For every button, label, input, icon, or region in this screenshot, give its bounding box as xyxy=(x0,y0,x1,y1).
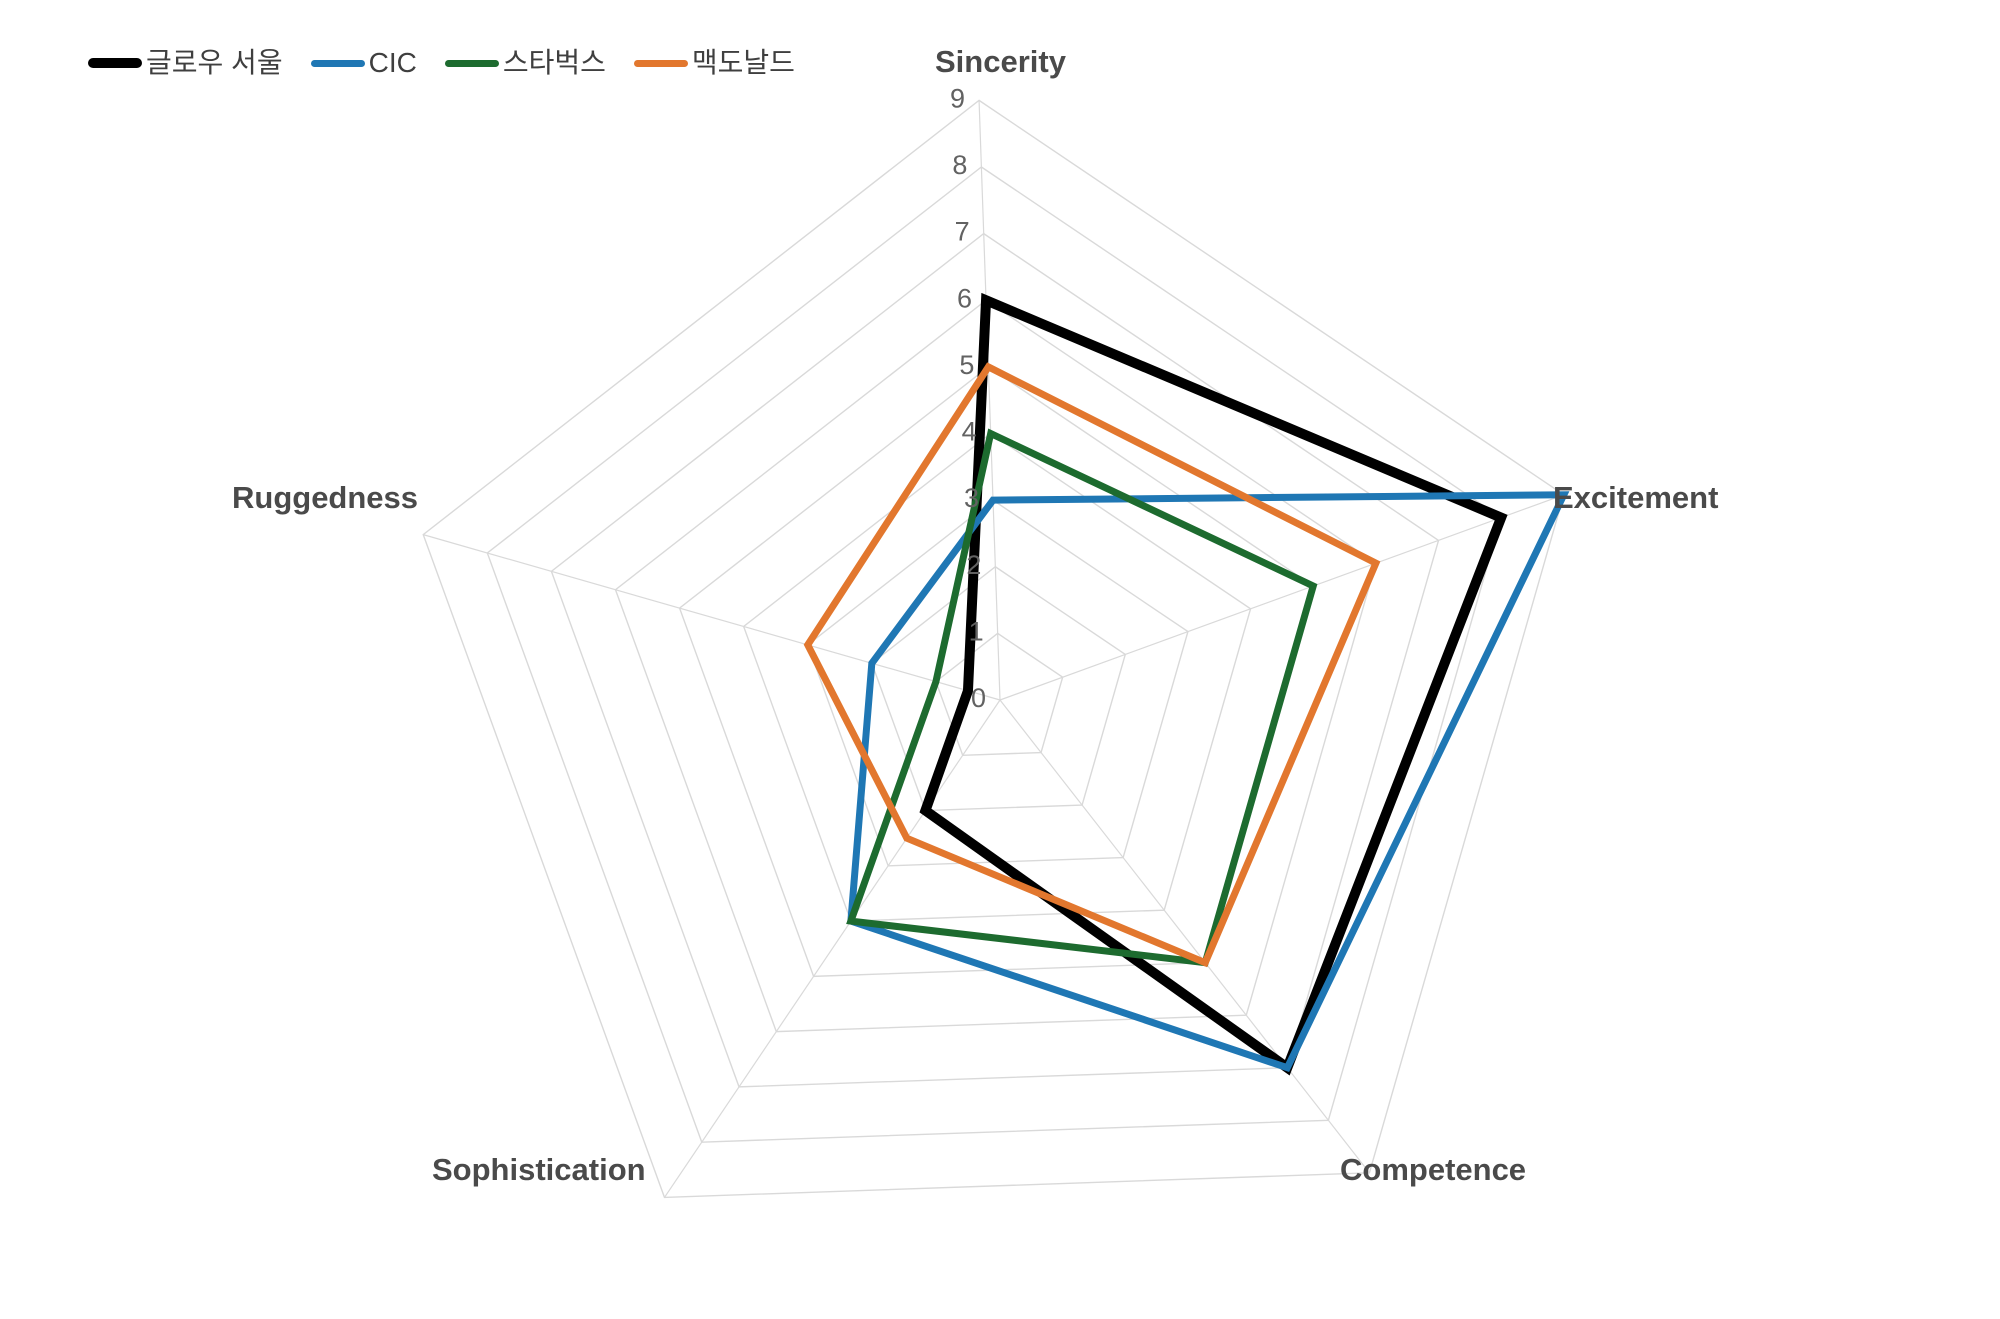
axis-label-sophistication: Sophistication xyxy=(432,1152,646,1187)
axis-label-sincerity: Sincerity xyxy=(935,44,1066,79)
legend-swatch-icon xyxy=(310,59,365,67)
radial-tick-label: 8 xyxy=(952,150,967,180)
legend-entry[interactable]: 스타벅스 xyxy=(444,47,606,78)
grid-layer xyxy=(422,99,1565,1199)
series-polygon xyxy=(919,292,1508,1076)
axis-spoke xyxy=(978,100,1001,701)
legend-label: 글로우 서울 xyxy=(146,47,283,78)
axis-spoke xyxy=(663,699,1001,1198)
legend-label: 스타벅스 xyxy=(502,47,606,78)
axis-spoke xyxy=(423,534,1001,701)
radial-tick-labels: 0 1 2 3 4 5 6 7 8 9 xyxy=(950,83,986,713)
radial-tick-label: 6 xyxy=(957,283,972,313)
grid-ring xyxy=(870,565,1127,812)
radial-tick-label: 2 xyxy=(966,550,981,580)
legend-entry[interactable]: CIC xyxy=(310,47,417,78)
legend-swatch-icon xyxy=(444,59,499,67)
grid-ring xyxy=(935,632,1064,756)
radial-tick-label: 0 xyxy=(971,683,986,713)
radial-tick-label: 5 xyxy=(959,350,974,380)
grid-ring xyxy=(614,299,1377,1033)
axis-spoke xyxy=(999,699,1370,1174)
radial-tick-label: 3 xyxy=(964,483,979,513)
grid-ring xyxy=(486,166,1502,1143)
legend-swatch-icon xyxy=(88,58,142,68)
spokes-layer xyxy=(423,100,1565,1198)
chart-legend: 글로우 서울 CIC 스타벅스 맥도날드 xyxy=(88,44,795,82)
legend-entry[interactable]: 글로우 서울 xyxy=(88,49,283,77)
grid-ring xyxy=(550,232,1440,1088)
series-polygon xyxy=(846,428,1318,967)
series-layer xyxy=(803,292,1570,1076)
radial-tick-label: 9 xyxy=(950,83,965,113)
axis-label-ruggedness: Ruggedness xyxy=(232,480,419,515)
axis-label-excitement: Excitement xyxy=(1553,480,1719,515)
axis-spoke xyxy=(999,494,1565,701)
legend-entry[interactable]: 맥도날드 xyxy=(633,47,795,78)
legend-swatch-icon xyxy=(633,59,688,67)
radial-tick-label: 1 xyxy=(969,616,984,646)
legend-label: 맥도날드 xyxy=(691,47,795,78)
legend-label: CIC xyxy=(368,47,417,78)
grid-ring xyxy=(678,366,1315,978)
grid-ring xyxy=(742,432,1252,922)
axis-label-competence: Competence xyxy=(1340,1152,1527,1187)
radial-tick-label: 7 xyxy=(955,217,970,247)
series-polygon xyxy=(847,491,1570,1073)
grid-ring xyxy=(422,99,1565,1199)
series-polygon xyxy=(803,362,1381,968)
radial-tick-label: 4 xyxy=(962,417,977,447)
